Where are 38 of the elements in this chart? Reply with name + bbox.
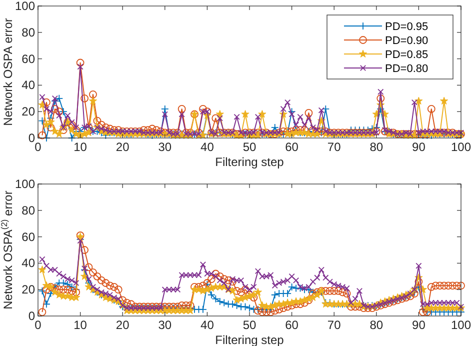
x-axis-title: Filtering step [215,155,284,169]
x-tick-label: 70 [327,318,342,332]
y-tick-label: 80 [22,203,36,218]
legend-label: PD=0.80 [385,63,428,75]
legend-label: PD=0.85 [385,49,428,61]
x-tick-label: 20 [116,140,130,154]
x-tick-label: 90 [412,318,426,332]
x-tick-label: 50 [242,318,256,332]
x-tick-label: 20 [116,318,130,332]
x-tick-label: 30 [158,318,172,332]
x-tick-label: 80 [370,140,384,154]
y-tick-label: 40 [22,78,36,92]
y-tick-label: 60 [22,230,36,244]
x-tick-label: 70 [327,140,342,154]
y-axis-title: Network OSPA error [1,18,15,126]
x-tick-label: 80 [370,318,384,332]
y-tick-label: 0 [28,309,36,323]
x-tick-label: 40 [200,140,214,154]
x-tick-label: 30 [158,140,172,154]
x-tick-label: 60 [285,318,299,332]
y-tick-label: 100 [14,0,36,13]
x-tick-label: 50 [242,140,256,154]
x-tick-label: 60 [285,140,299,154]
y-tick-label: 60 [22,52,36,66]
y-tick-label: 40 [22,256,36,270]
x-tick-label: 10 [74,318,88,332]
legend-label: PD=0.95 [385,21,428,33]
x-tick-label: 40 [200,318,214,332]
x-tick-label: 90 [412,140,426,154]
x-tick-label: 100 [450,140,472,154]
y-tick-label: 20 [22,104,36,119]
y-tick-label: 0 [28,131,36,145]
x-tick-label: 100 [450,318,472,332]
x-tick-label: 10 [74,140,88,154]
y-tick-label: 100 [14,177,36,191]
y-tick-label: 80 [22,25,36,40]
y-tick-label: 20 [22,282,36,297]
legend-label: PD=0.90 [385,35,428,47]
